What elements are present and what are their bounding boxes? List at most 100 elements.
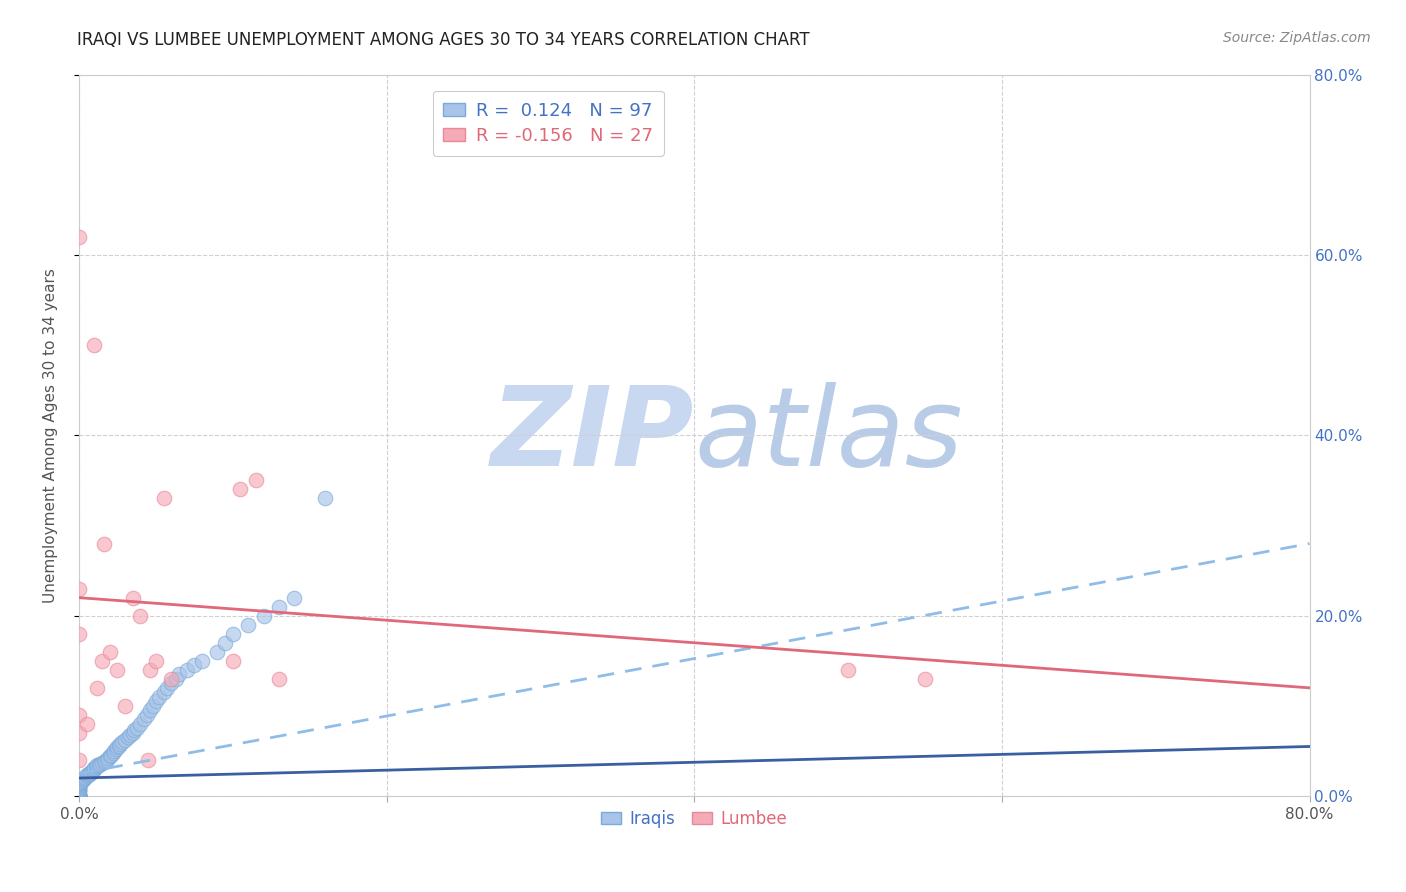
- Point: [111, 735, 134, 749]
- Point: [84, 760, 107, 774]
- Point: [67, 780, 90, 795]
- Point: [118, 728, 141, 742]
- Point: [80, 764, 103, 779]
- Point: [67, 789, 90, 803]
- Point: [67, 783, 90, 797]
- Point: [67, 789, 90, 803]
- Point: [76, 769, 98, 783]
- Point: [129, 608, 152, 623]
- Point: [67, 789, 90, 803]
- Point: [67, 789, 90, 803]
- Point: [229, 483, 252, 497]
- Point: [121, 591, 143, 605]
- Point: [72, 772, 94, 786]
- Point: [67, 789, 90, 803]
- Point: [82, 764, 104, 778]
- Point: [67, 230, 90, 244]
- Point: [114, 733, 136, 747]
- Point: [91, 654, 114, 668]
- Point: [75, 770, 97, 784]
- Point: [67, 707, 90, 722]
- Point: [67, 789, 90, 803]
- Point: [67, 778, 90, 792]
- Point: [67, 789, 90, 803]
- Point: [79, 766, 101, 780]
- Point: [156, 681, 179, 695]
- Point: [72, 771, 94, 785]
- Point: [108, 739, 131, 753]
- Point: [86, 758, 108, 772]
- Point: [117, 731, 139, 745]
- Point: [152, 491, 174, 506]
- Point: [67, 753, 90, 767]
- Point: [222, 626, 245, 640]
- Point: [121, 726, 143, 740]
- Point: [86, 759, 108, 773]
- Point: [136, 753, 159, 767]
- Y-axis label: Unemployment Among Ages 30 to 34 years: Unemployment Among Ages 30 to 34 years: [44, 268, 58, 603]
- Point: [93, 755, 115, 769]
- Point: [165, 672, 187, 686]
- Point: [83, 338, 105, 352]
- Point: [236, 617, 259, 632]
- Point: [837, 663, 859, 677]
- Point: [100, 747, 122, 762]
- Point: [101, 746, 124, 760]
- Point: [67, 789, 90, 803]
- Point: [83, 761, 105, 775]
- Point: [67, 789, 90, 803]
- Point: [69, 774, 91, 789]
- Point: [132, 713, 155, 727]
- Point: [314, 491, 336, 506]
- Point: [67, 789, 90, 803]
- Point: [87, 757, 110, 772]
- Text: IRAQI VS LUMBEE UNEMPLOYMENT AMONG AGES 30 TO 34 YEARS CORRELATION CHART: IRAQI VS LUMBEE UNEMPLOYMENT AMONG AGES …: [77, 31, 810, 49]
- Point: [267, 672, 290, 686]
- Point: [70, 773, 93, 788]
- Point: [98, 645, 121, 659]
- Point: [107, 663, 129, 677]
- Point: [76, 768, 98, 782]
- Point: [191, 654, 214, 668]
- Point: [142, 698, 165, 713]
- Point: [103, 744, 125, 758]
- Point: [127, 721, 149, 735]
- Point: [67, 789, 90, 803]
- Point: [67, 776, 90, 790]
- Point: [82, 763, 104, 777]
- Point: [207, 645, 229, 659]
- Point: [245, 474, 267, 488]
- Point: [129, 717, 152, 731]
- Point: [183, 658, 205, 673]
- Point: [67, 726, 90, 740]
- Point: [67, 789, 90, 803]
- Point: [67, 582, 90, 596]
- Point: [160, 676, 183, 690]
- Point: [138, 663, 160, 677]
- Point: [252, 608, 274, 623]
- Point: [91, 756, 114, 770]
- Point: [283, 591, 305, 605]
- Point: [97, 751, 120, 765]
- Point: [138, 703, 160, 717]
- Text: Source: ZipAtlas.com: Source: ZipAtlas.com: [1223, 31, 1371, 45]
- Point: [160, 672, 183, 686]
- Point: [110, 737, 132, 751]
- Point: [67, 789, 90, 803]
- Point: [135, 707, 157, 722]
- Point: [67, 789, 90, 803]
- Point: [79, 765, 101, 780]
- Point: [67, 789, 90, 803]
- Point: [94, 754, 117, 768]
- Point: [167, 667, 190, 681]
- Point: [148, 690, 170, 704]
- Text: ZIP: ZIP: [491, 382, 695, 489]
- Point: [114, 698, 136, 713]
- Point: [914, 672, 936, 686]
- Point: [96, 753, 118, 767]
- Point: [67, 782, 90, 797]
- Point: [267, 599, 290, 614]
- Point: [104, 742, 127, 756]
- Text: atlas: atlas: [695, 382, 963, 489]
- Point: [67, 780, 90, 794]
